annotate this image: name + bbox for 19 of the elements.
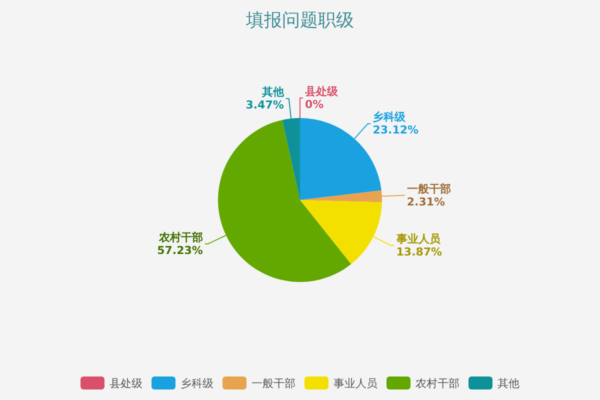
legend-label: 其他: [498, 376, 520, 390]
legend-label: 农村干部: [416, 376, 460, 390]
chart-title: 填报问题职级: [245, 10, 354, 31]
legend-label: 县处级: [110, 376, 142, 390]
slice-label: 事业人员: [395, 232, 442, 246]
legend-label: 一般干部: [252, 376, 296, 390]
data-label: 57.23%: [157, 244, 203, 257]
data-label: 23.12%: [372, 124, 419, 137]
legend-label: 乡科级: [180, 376, 214, 390]
slice-label: 乡科级: [372, 110, 407, 124]
slice-label: 农村干部: [158, 230, 203, 244]
data-label: 3.47%: [246, 98, 284, 112]
data-label: 13.87%: [396, 246, 442, 259]
data-label: 2.31%: [406, 195, 446, 208]
slice-label: 一般干部: [406, 182, 451, 196]
text: 0%: [305, 98, 324, 111]
slice-label: 其他: [260, 86, 285, 99]
legend-label: 事业人员: [334, 376, 378, 390]
category-label: 县处级: [305, 85, 338, 98]
